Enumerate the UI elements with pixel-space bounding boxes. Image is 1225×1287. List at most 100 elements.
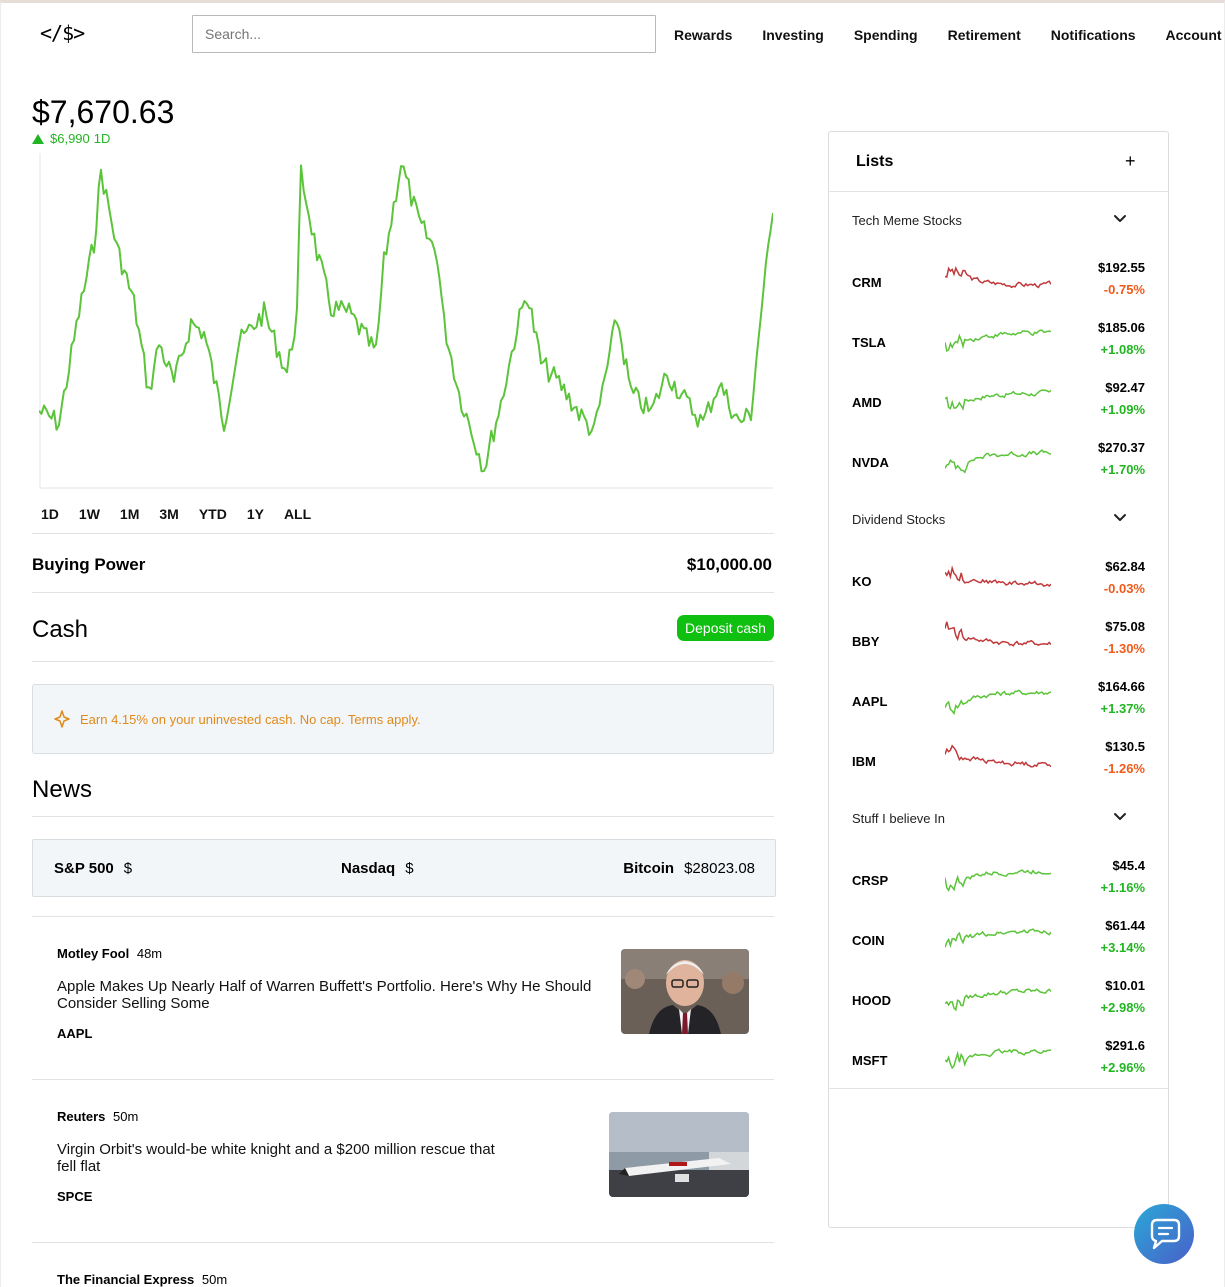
row-change: -1.26%: [1103, 761, 1145, 776]
deposit-cash-button[interactable]: Deposit cash: [677, 615, 774, 641]
sparkline-path: [945, 928, 1051, 949]
index-name: S&P 500: [54, 860, 114, 877]
row-price: $10.01: [1105, 978, 1145, 993]
row-change: +3.14%: [1100, 940, 1145, 955]
nav-rewards[interactable]: Rewards: [674, 27, 733, 43]
divider: [829, 1088, 1168, 1089]
add-list-button[interactable]: +: [1125, 151, 1136, 171]
chat-button[interactable]: [1134, 1204, 1194, 1264]
sparkline-path: [945, 988, 1051, 1012]
nav-investing[interactable]: Investing: [762, 27, 824, 43]
news-article[interactable]: Motley Fool 48m Apple Makes Up Nearly Ha…: [32, 917, 774, 1079]
index-value: $: [123, 860, 133, 877]
row-ticker: TSLA: [852, 335, 886, 350]
row-price: $92.47: [1105, 380, 1145, 395]
range-1w[interactable]: 1W: [78, 506, 100, 522]
article-thumbnail: [632, 1283, 742, 1287]
range-3m[interactable]: 3M: [159, 506, 179, 522]
index-name: Bitcoin: [623, 860, 675, 877]
buying-power-label: Buying Power: [32, 555, 146, 574]
chevron-down-icon[interactable]: [1113, 812, 1127, 822]
news-article[interactable]: The Financial Express 50m: [32, 1243, 774, 1287]
cash-title: Cash: [32, 616, 89, 643]
range-1m[interactable]: 1M: [119, 506, 140, 522]
article-headline[interactable]: Virgin Orbit's would-be white knight and…: [57, 1141, 495, 1175]
article-headline[interactable]: Apple Makes Up Nearly Half of Warren Buf…: [57, 978, 592, 1012]
range-1d[interactable]: 1D: [41, 506, 59, 522]
buying-power-value: $10,000.00: [686, 555, 772, 574]
portfolio-chart[interactable]: [39, 153, 773, 489]
list-group-name[interactable]: Tech Meme Stocks: [852, 213, 962, 228]
sparkline: [945, 869, 1051, 892]
sparkline: [945, 389, 1051, 411]
nav-notifications[interactable]: Notifications: [1050, 27, 1136, 43]
list-group-name[interactable]: Stuff I believe In: [852, 811, 945, 826]
range-selector: 1D 1W 1M 3M YTD 1Y ALL: [41, 506, 311, 522]
article-source: The Financial Express 50m: [57, 1272, 227, 1287]
portfolio-value: $7,670.63: [32, 94, 175, 130]
article-source-name: Motley Fool: [57, 946, 130, 961]
article-age: 50m: [113, 1109, 139, 1124]
top-nav: Rewards Investing Spending Retirement No…: [674, 27, 1222, 43]
news-title: News: [32, 776, 93, 803]
nav-retirement[interactable]: Retirement: [947, 27, 1021, 43]
row-ticker: HOOD: [852, 993, 891, 1008]
divider: [32, 661, 774, 662]
index-bitcoin[interactable]: Bitcoin $28023.08: [623, 860, 755, 877]
article-thumbnail: [609, 1112, 749, 1197]
row-price: $61.44: [1105, 918, 1145, 933]
sparkline: [945, 689, 1051, 716]
row-change: -1.30%: [1103, 641, 1145, 656]
article-ticker[interactable]: AAPL: [57, 1026, 93, 1041]
nav-spending[interactable]: Spending: [853, 27, 918, 43]
sparkline: [945, 988, 1051, 1012]
row-price: $75.08: [1105, 619, 1145, 634]
row-ticker: MSFT: [852, 1053, 888, 1068]
article-age: 50m: [201, 1272, 228, 1287]
index-sp500[interactable]: S&P 500 $: [54, 860, 132, 877]
row-ticker: CRSP: [852, 873, 889, 888]
portfolio-change-period: 1D: [93, 131, 111, 146]
row-change: +1.70%: [1100, 462, 1145, 477]
article-source-name: Reuters: [57, 1109, 106, 1124]
row-price: $270.37: [1098, 440, 1145, 455]
up-arrow-icon: [32, 133, 44, 144]
row-ticker: KO: [852, 574, 872, 589]
divider: [32, 592, 774, 593]
divider: [32, 916, 774, 917]
portfolio-change: $6,990 1D: [32, 131, 110, 146]
sparkline-path: [945, 869, 1051, 892]
index-value: $28023.08: [684, 860, 755, 877]
row-change: +1.09%: [1100, 402, 1145, 417]
range-ytd[interactable]: YTD: [198, 506, 227, 522]
chevron-down-icon[interactable]: [1113, 513, 1127, 523]
sparkline-path: [945, 744, 1051, 768]
range-1y[interactable]: 1Y: [246, 506, 264, 522]
list-group-name[interactable]: Dividend Stocks: [852, 512, 946, 527]
divider: [32, 816, 774, 817]
portfolio-line: [39, 164, 773, 473]
sparkline-path: [945, 1048, 1051, 1070]
search-input[interactable]: [192, 15, 656, 53]
sparkline-path: [945, 689, 1051, 716]
nav-account[interactable]: Account: [1165, 27, 1222, 43]
sparkline: [945, 329, 1051, 353]
sparkline: [945, 266, 1051, 289]
watchlists-panel: Lists + Tech Meme Stocks CRM $192.55 -0.…: [828, 131, 1169, 1228]
app-logo[interactable]: </$>: [40, 21, 85, 45]
sparkline-path: [945, 621, 1051, 647]
row-change: -0.75%: [1103, 282, 1145, 297]
chevron-down-icon[interactable]: [1113, 214, 1127, 224]
promo-text: Earn 4.15% on your uninvested cash. No c…: [80, 711, 421, 727]
range-all[interactable]: ALL: [283, 506, 312, 522]
lists-title: Lists: [856, 153, 894, 170]
article-ticker[interactable]: SPCE: [57, 1189, 93, 1204]
index-nasdaq[interactable]: Nasdaq $: [341, 860, 414, 877]
news-article[interactable]: Reuters 50m Virgin Orbit's would-be whit…: [32, 1080, 774, 1242]
chat-icon: [1150, 1218, 1181, 1250]
sparkline: [945, 928, 1051, 949]
row-ticker: IBM: [852, 754, 876, 769]
row-price: $192.55: [1098, 260, 1145, 275]
interest-promo[interactable]: Earn 4.15% on your uninvested cash. No c…: [32, 684, 774, 754]
sparkle-icon: [54, 710, 70, 728]
